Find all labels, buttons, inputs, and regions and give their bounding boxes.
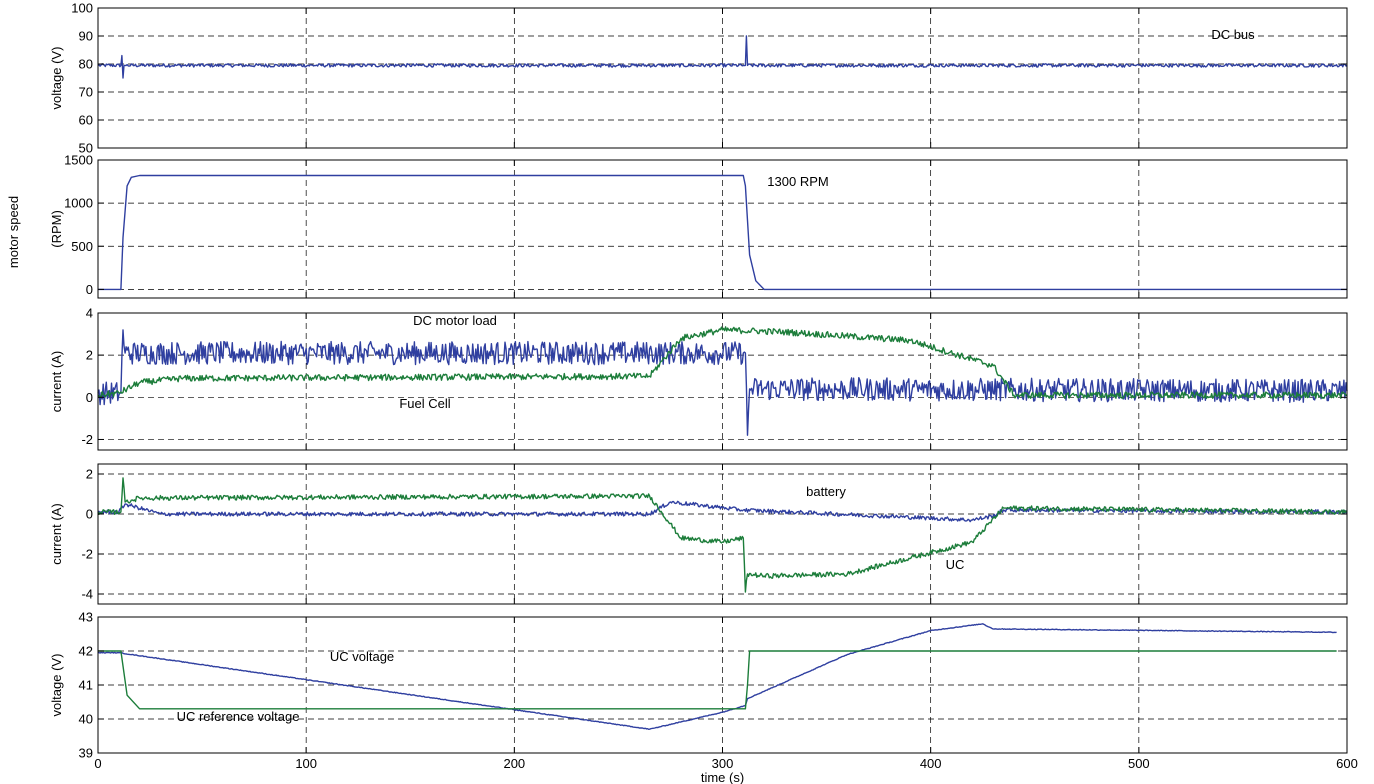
annotation: UC voltage <box>330 649 394 664</box>
x-tick-label: 600 <box>1336 756 1358 771</box>
y-tick-label: 4 <box>86 306 93 321</box>
series-fuel-cell <box>97 326 1348 399</box>
y-tick-label: 2 <box>86 348 93 363</box>
series-dc-motor-load <box>97 329 1348 436</box>
x-tick-label: 400 <box>920 756 942 771</box>
x-tick-label: 0 <box>94 756 101 771</box>
panel-1: 50 60 70 80 90 100 voltage (V) DC bus <box>49 1 1348 156</box>
series-dc-bus <box>97 35 1348 79</box>
annotation: 1300 RPM <box>767 174 828 189</box>
y-axis-label: current (A) <box>49 503 64 564</box>
x-tick-label: 100 <box>295 756 317 771</box>
y-axis-label: current (A) <box>49 351 64 412</box>
y-tick-label: 70 <box>79 85 93 100</box>
y-tick-label: 40 <box>79 712 93 727</box>
y-tick-label: -4 <box>81 587 93 602</box>
outer-ylabel: motor speed <box>6 196 21 268</box>
y-tick-label: 39 <box>79 746 93 761</box>
x-axis-label: time (s) <box>701 770 744 784</box>
series-uc-voltage <box>98 623 1337 730</box>
y-tick-label: 50 <box>79 141 93 156</box>
panel-2: 0 500 1000 1500 (RPM) 1300 RPM <box>49 153 1348 299</box>
y-tick-label: 42 <box>79 644 93 659</box>
x-tick-label: 300 <box>712 756 734 771</box>
series-uc-reference-voltage <box>98 650 1337 710</box>
annotation: DC motor load <box>413 313 497 328</box>
y-tick-label: 100 <box>71 1 93 16</box>
y-axis-label: voltage (V) <box>49 654 64 717</box>
annotation: UC reference voltage <box>177 709 300 724</box>
y-axis-label: voltage (V) <box>49 47 64 110</box>
y-tick-label: 0 <box>86 507 93 522</box>
y-tick-label: 43 <box>79 610 93 625</box>
annotation: battery <box>806 484 846 499</box>
x-tick-label: 200 <box>503 756 525 771</box>
annotation: UC <box>946 557 965 572</box>
y-tick-label: 1000 <box>64 196 93 211</box>
y-tick-label: 90 <box>79 29 93 44</box>
panel-4: -4 -2 0 2 current (A) battery UC <box>49 463 1348 605</box>
y-tick-label: -2 <box>81 547 93 562</box>
y-tick-label: -2 <box>81 432 93 447</box>
series-uc <box>97 477 1348 593</box>
annotation: DC bus <box>1211 27 1255 42</box>
y-tick-label: 41 <box>79 678 93 693</box>
y-tick-label: 0 <box>86 282 93 297</box>
y-axis-label: (RPM) <box>49 210 64 248</box>
y-tick-label: 1500 <box>64 153 93 168</box>
y-tick-label: 500 <box>71 239 93 254</box>
x-tick-label: 500 <box>1128 756 1150 771</box>
series-motor-speed <box>98 174 1347 291</box>
y-tick-label: 2 <box>86 467 93 482</box>
panel-3: -2 0 2 4 current (A) DC motor load Fuel Cell <box>49 306 1348 451</box>
panel-5: 39 40 41 42 43 0 100 200 300 400 500 600 voltage (V)… <box>49 610 1358 784</box>
annotation: Fuel Cell <box>399 396 450 411</box>
y-tick-label: 80 <box>79 57 93 72</box>
y-tick-label: 0 <box>86 390 93 405</box>
y-tick-label: 60 <box>79 113 93 128</box>
